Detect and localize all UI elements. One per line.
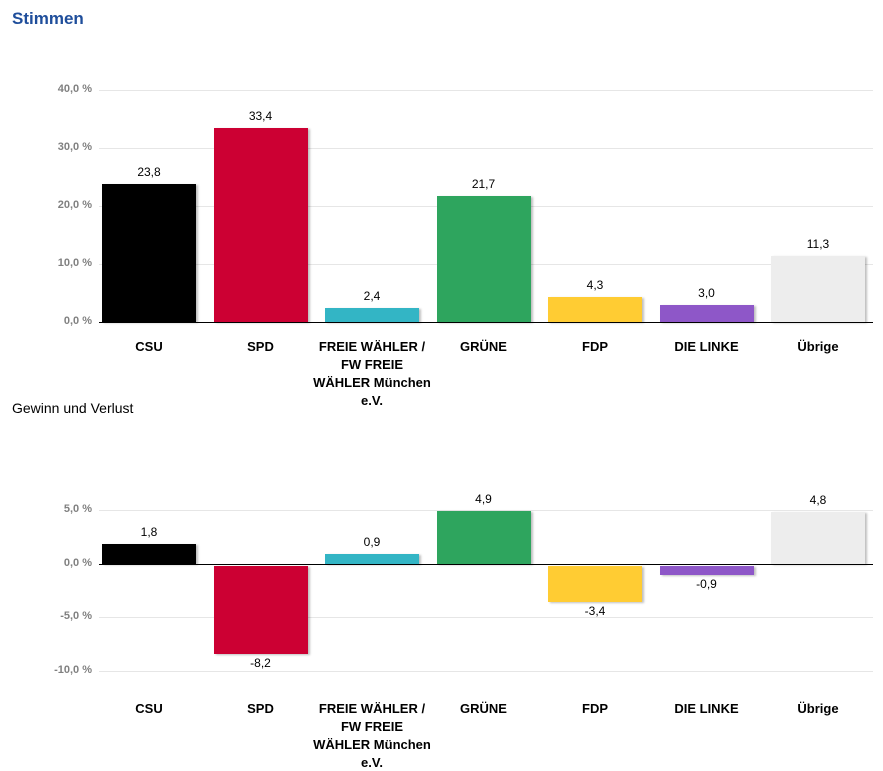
- category-label: GRÜNE: [460, 701, 507, 716]
- bar-0: [102, 183, 196, 322]
- y-tick-label: 10,0 %: [57, 257, 92, 269]
- category-label: SPD: [247, 339, 274, 354]
- chart-title: Stimmen: [12, 9, 84, 28]
- category-label: DIE LINKE: [674, 339, 739, 354]
- category-label: CSU: [135, 339, 163, 354]
- category-label: Übrige: [797, 701, 839, 716]
- y-tick-label: -5,0 %: [60, 610, 92, 623]
- bar-3: [436, 196, 531, 322]
- bar-2: [325, 308, 419, 322]
- y-tick-label: 30,0 %: [57, 141, 92, 153]
- bar-4: [548, 297, 642, 322]
- bar-5: [659, 304, 754, 322]
- zero-axis: [99, 563, 873, 565]
- gridline: [99, 671, 873, 672]
- data-label: 4,8: [809, 493, 827, 508]
- category-label: DIE LINKE: [674, 701, 739, 716]
- category-label: FREIE WÄHLER / FW FREIE WÄHLER München e…: [313, 339, 431, 408]
- gridline: [99, 510, 873, 511]
- data-label: 4,9: [475, 492, 492, 507]
- bar-1: [213, 565, 308, 654]
- y-tick-label: 0,0 %: [63, 556, 92, 569]
- bar-0: [102, 544, 196, 564]
- bar-3: [436, 511, 531, 564]
- zero-axis: [99, 322, 873, 323]
- bar-1: [213, 128, 308, 322]
- category-label: FDP: [582, 701, 608, 716]
- y-tick-label: 40,0 %: [57, 83, 92, 95]
- data-label: 3,0: [698, 285, 715, 300]
- data-label: 21,7: [471, 177, 496, 192]
- data-label: -0,9: [696, 577, 717, 592]
- chart-subtitle: Gewinn und Verlust: [12, 400, 134, 416]
- category-label: CSU: [135, 701, 163, 716]
- y-tick-label: -10,0 %: [54, 664, 92, 676]
- data-label: 11,3: [806, 237, 830, 252]
- bar-2: [325, 554, 419, 564]
- data-label: 2,4: [363, 289, 381, 304]
- category-label: GRÜNE: [460, 339, 507, 354]
- bar-5: [659, 565, 754, 576]
- bar-4: [548, 565, 642, 603]
- y-tick-label: 0,0 %: [63, 315, 92, 327]
- data-label: 1,8: [140, 525, 158, 540]
- category-label: FDP: [582, 339, 608, 354]
- category-label: SPD: [247, 701, 274, 716]
- y-tick-label: 20,0 %: [57, 199, 92, 211]
- bar-6: [771, 512, 865, 564]
- data-label: 0,9: [363, 535, 381, 549]
- data-label: 4,3: [586, 278, 604, 293]
- y-tick-label: 5,0 %: [63, 503, 92, 515]
- data-label: 23,8: [137, 164, 161, 179]
- data-label: 33,4: [248, 109, 273, 124]
- category-label: Übrige: [797, 339, 839, 354]
- category-label: FREIE WÄHLER / FW FREIE WÄHLER München e…: [313, 701, 431, 770]
- data-label: -3,4: [584, 604, 606, 619]
- gridline: [99, 148, 873, 149]
- gridline: [99, 617, 873, 619]
- bar-6: [771, 256, 865, 322]
- gridline: [99, 90, 873, 91]
- data-label: -8,2: [250, 655, 271, 670]
